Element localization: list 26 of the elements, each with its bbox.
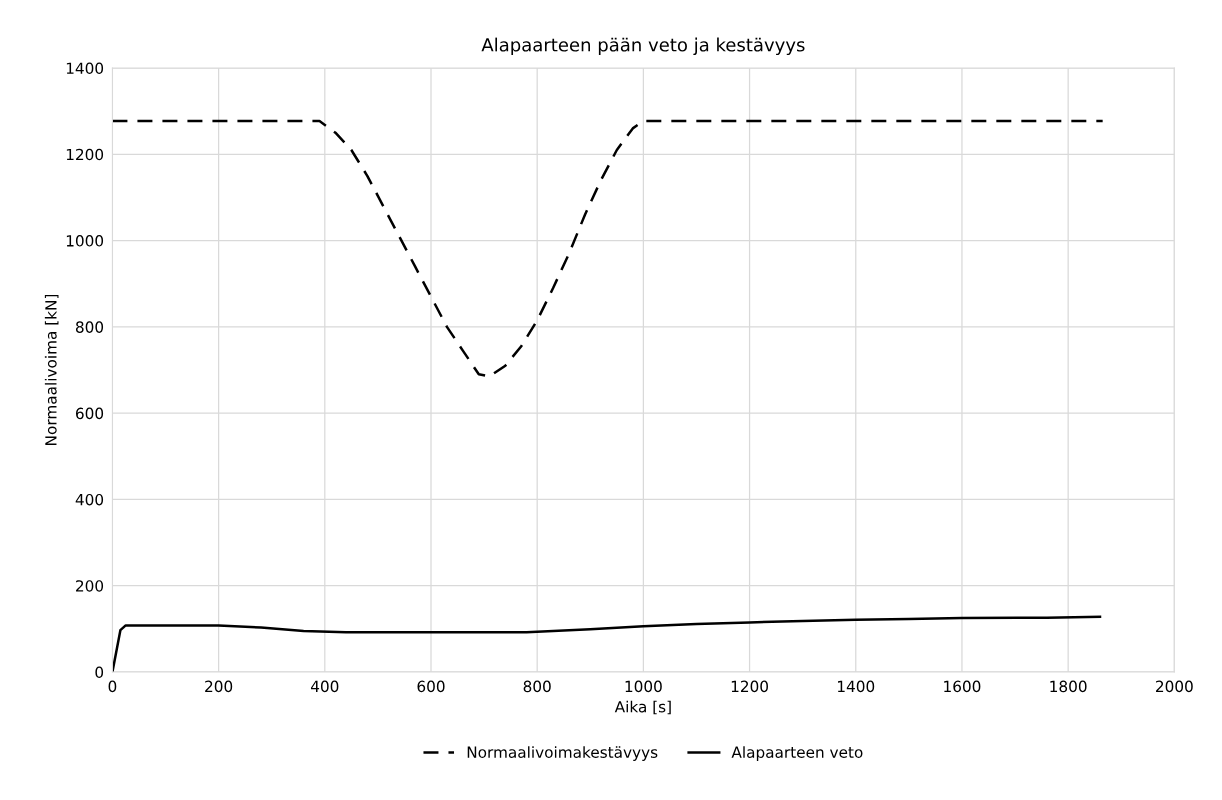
y-tick-label: 400 <box>75 493 104 506</box>
x-tick-label: 600 <box>417 680 445 693</box>
y-tick-label: 1200 <box>66 148 104 161</box>
y-axis-title: Normaalivoima [kN] <box>44 294 59 445</box>
x-tick-label: 1000 <box>625 680 662 693</box>
x-tick-label: 400 <box>310 680 339 693</box>
x-tick-label: 2000 <box>1156 680 1193 693</box>
y-tick-label: 1000 <box>66 235 104 247</box>
y-tick-label: 1400 <box>66 62 104 75</box>
x-axis-title: Aika [s] <box>614 700 671 715</box>
x-tick-label: 1600 <box>944 680 981 693</box>
x-tick-label: 0 <box>108 680 117 693</box>
y-tick-label: 800 <box>75 321 104 333</box>
legend-label: Alapaarteen veto <box>731 746 863 761</box>
x-tick-label: 800 <box>523 680 551 693</box>
y-tick-label: 0 <box>95 666 104 679</box>
y-tick-label: 600 <box>76 407 104 420</box>
x-tick-label: 1800 <box>1050 680 1087 693</box>
x-tick-label: 1200 <box>731 680 768 693</box>
line-series <box>112 119 1104 378</box>
y-tick-label: 200 <box>76 580 104 592</box>
line-series <box>112 615 1102 672</box>
x-tick-label: 200 <box>205 680 233 693</box>
x-tick-label: 1400 <box>838 680 875 693</box>
chart-title: Alapaarteen pään veto ja kestävyys <box>481 37 805 56</box>
legend-label: Normaalivoimakestävyys <box>467 746 658 761</box>
